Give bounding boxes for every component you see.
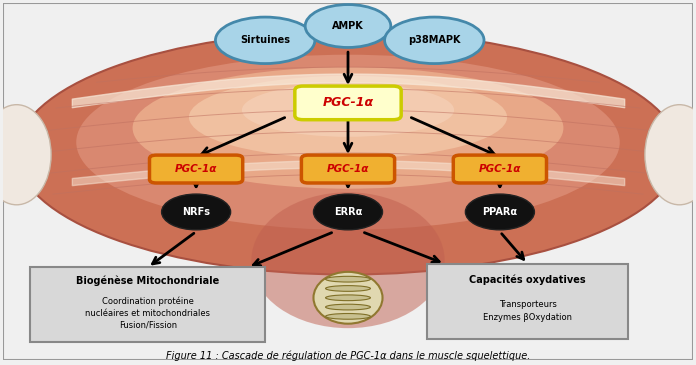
- Text: PGC-1α: PGC-1α: [175, 164, 217, 174]
- Ellipse shape: [0, 105, 51, 205]
- Circle shape: [466, 194, 535, 230]
- FancyBboxPatch shape: [301, 155, 395, 183]
- Ellipse shape: [326, 286, 370, 291]
- Ellipse shape: [385, 17, 484, 64]
- FancyBboxPatch shape: [427, 264, 628, 339]
- Ellipse shape: [326, 295, 370, 301]
- Circle shape: [161, 194, 230, 230]
- Ellipse shape: [326, 276, 370, 282]
- Ellipse shape: [326, 314, 370, 319]
- Text: Fusion/Fission: Fusion/Fission: [119, 320, 177, 330]
- Circle shape: [313, 194, 383, 230]
- Text: PPARα: PPARα: [482, 207, 517, 217]
- Text: Capacités oxydatives: Capacités oxydatives: [469, 274, 586, 285]
- FancyBboxPatch shape: [453, 155, 546, 183]
- Text: AMPK: AMPK: [332, 21, 364, 31]
- Text: Sirtuines: Sirtuines: [240, 35, 290, 45]
- Text: Biogénèse Mitochondriale: Biogénèse Mitochondriale: [76, 275, 219, 286]
- Text: nucléaires et mitochondriales: nucléaires et mitochondriales: [86, 309, 210, 318]
- Ellipse shape: [189, 76, 507, 158]
- Text: PGC-1α: PGC-1α: [479, 164, 521, 174]
- Text: PGC-1α: PGC-1α: [327, 164, 369, 174]
- FancyBboxPatch shape: [31, 268, 265, 342]
- Ellipse shape: [251, 192, 445, 328]
- FancyBboxPatch shape: [295, 86, 401, 120]
- Ellipse shape: [242, 83, 454, 137]
- Text: p38MAPK: p38MAPK: [408, 35, 461, 45]
- FancyBboxPatch shape: [150, 155, 243, 183]
- Text: Figure 11 : Cascade de régulation de PGC-1α dans le muscle squelettique.: Figure 11 : Cascade de régulation de PGC…: [166, 351, 530, 361]
- Text: Transporteurs: Transporteurs: [498, 300, 557, 310]
- Text: Coordination protéine: Coordination protéine: [102, 297, 193, 306]
- Ellipse shape: [313, 272, 383, 324]
- Ellipse shape: [17, 31, 679, 274]
- Text: PGC-1α: PGC-1α: [322, 96, 374, 109]
- Ellipse shape: [326, 304, 370, 310]
- Text: ERRα: ERRα: [334, 207, 362, 217]
- Ellipse shape: [645, 105, 696, 205]
- Ellipse shape: [216, 17, 315, 64]
- Ellipse shape: [77, 55, 619, 230]
- Ellipse shape: [305, 5, 391, 47]
- Text: NRFs: NRFs: [182, 207, 210, 217]
- Ellipse shape: [132, 67, 564, 189]
- Text: Enzymes βOxydation: Enzymes βOxydation: [483, 313, 572, 322]
